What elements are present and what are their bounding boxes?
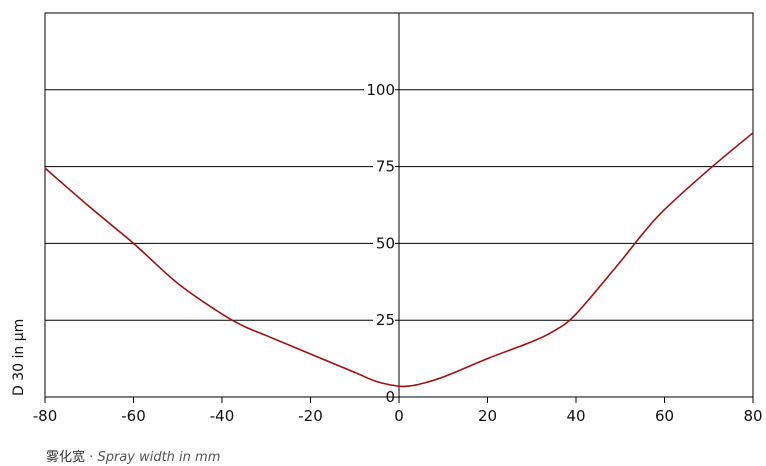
x-tick-label: 40 <box>566 407 585 425</box>
series-line <box>44 132 754 388</box>
x-tick-label: -60 <box>121 407 146 425</box>
x-axis-caption: 雾化宽 · Spray width in mm <box>46 446 220 465</box>
x-tick-label: -80 <box>33 407 58 425</box>
x-axis-label-en: Spray width in mm <box>97 450 221 465</box>
chart-svg: 0 25 50 75 100 -80 -60 -40 -20 0 20 40 60 80 D 30 in … <box>11 12 763 425</box>
y-tick-label-bg <box>373 157 395 175</box>
y-tick-label-bg <box>364 80 395 98</box>
x-tick-label: 60 <box>655 407 674 425</box>
y-tick-label-bg <box>373 311 395 329</box>
y-tick-label: 0 <box>385 388 395 406</box>
y-tick-label: 25 <box>376 311 395 329</box>
x-axis-label-cn: 雾化宽 <box>46 450 86 465</box>
y-tick-label: 50 <box>376 234 395 252</box>
y-tick-label: 100 <box>366 81 395 99</box>
y-tick-label: 75 <box>376 158 395 176</box>
y-tick-label-bg <box>373 234 395 252</box>
x-axis-label-separator: · <box>89 450 94 465</box>
x-tick-label: 0 <box>394 407 404 425</box>
axis-layer <box>44 12 754 403</box>
x-tick-label: 20 <box>478 407 497 425</box>
x-tick-label: 80 <box>743 407 762 425</box>
y-axis-label: D 30 in µm <box>11 319 27 396</box>
label-layer: 0 25 50 75 100 -80 -60 -40 -20 0 20 40 60 80 <box>33 81 763 425</box>
x-tick-label: -40 <box>210 407 235 425</box>
x-tick-label: -20 <box>298 407 323 425</box>
series-layer <box>44 132 754 388</box>
